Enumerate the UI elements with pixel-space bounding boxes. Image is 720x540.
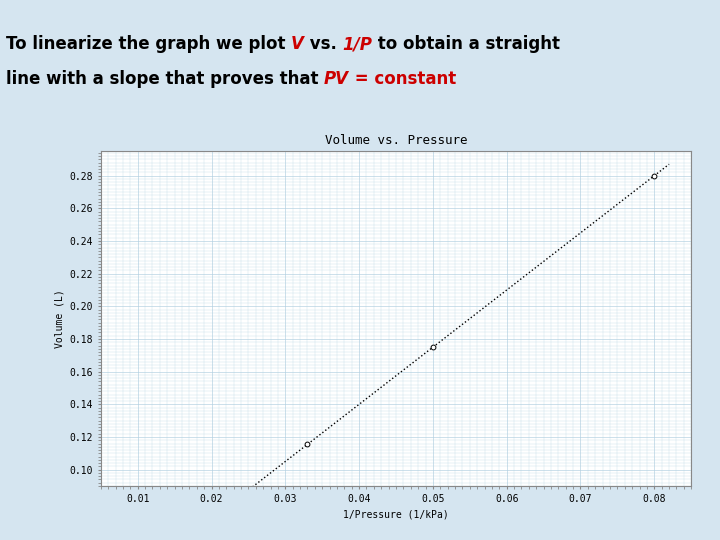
Text: to obtain a straight: to obtain a straight xyxy=(372,35,560,53)
Text: = constant: = constant xyxy=(349,70,456,88)
Point xyxy=(302,440,313,449)
Text: line with a slope that proves that: line with a slope that proves that xyxy=(6,70,324,88)
Point xyxy=(649,171,660,180)
Title: Volume vs. Pressure: Volume vs. Pressure xyxy=(325,134,467,147)
Text: PV: PV xyxy=(324,70,349,88)
X-axis label: 1/Pressure (1/kPa): 1/Pressure (1/kPa) xyxy=(343,509,449,519)
Text: 1/P: 1/P xyxy=(343,35,372,53)
Point xyxy=(243,486,254,495)
Point xyxy=(427,343,438,352)
Text: To linearize the graph we plot: To linearize the graph we plot xyxy=(6,35,291,53)
Y-axis label: Volume (L): Volume (L) xyxy=(54,289,64,348)
Point xyxy=(184,531,195,540)
Text: vs.: vs. xyxy=(304,35,343,53)
Point xyxy=(206,514,217,523)
Text: V: V xyxy=(291,35,304,53)
